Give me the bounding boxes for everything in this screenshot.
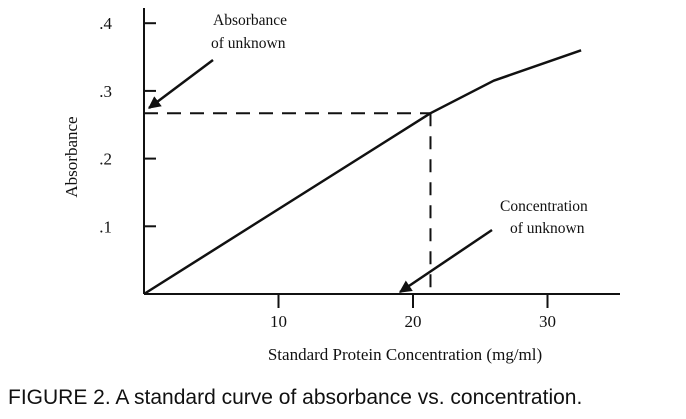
x-tick-label: 30 [539, 312, 556, 331]
x-axis-label: Standard Protein Concentration (mg/ml) [268, 345, 542, 364]
y-axis-label: Absorbance [62, 116, 81, 197]
x-tick-label: 20 [405, 312, 422, 331]
y-tick-label: .2 [99, 150, 112, 169]
y-tick-label: .3 [99, 82, 112, 101]
x-tick-label: 10 [270, 312, 287, 331]
absorbance-arrow [148, 59, 214, 109]
standard-curve-line [143, 49, 582, 296]
absorbance-annotation-line2: of unknown [211, 35, 286, 52]
figure-caption: FIGURE 2. A standard curve of absorbance… [8, 386, 583, 409]
y-axis-ticks: .1 .2 .3 .4 [99, 14, 156, 236]
standard-curve-chart: .1 .2 .3 .4 10 20 30 Absorbance of unknown Co… [62, 8, 620, 364]
y-tick-label: .1 [99, 217, 112, 236]
concentration-annotation-line1: Concentration [500, 198, 588, 215]
absorbance-annotation-line1: Absorbance [213, 12, 287, 29]
concentration-annotation-line2: of unknown [510, 220, 585, 237]
y-tick-label: .4 [99, 14, 112, 33]
x-axis-ticks: 10 20 30 [270, 294, 556, 331]
concentration-arrow [398, 228, 493, 294]
